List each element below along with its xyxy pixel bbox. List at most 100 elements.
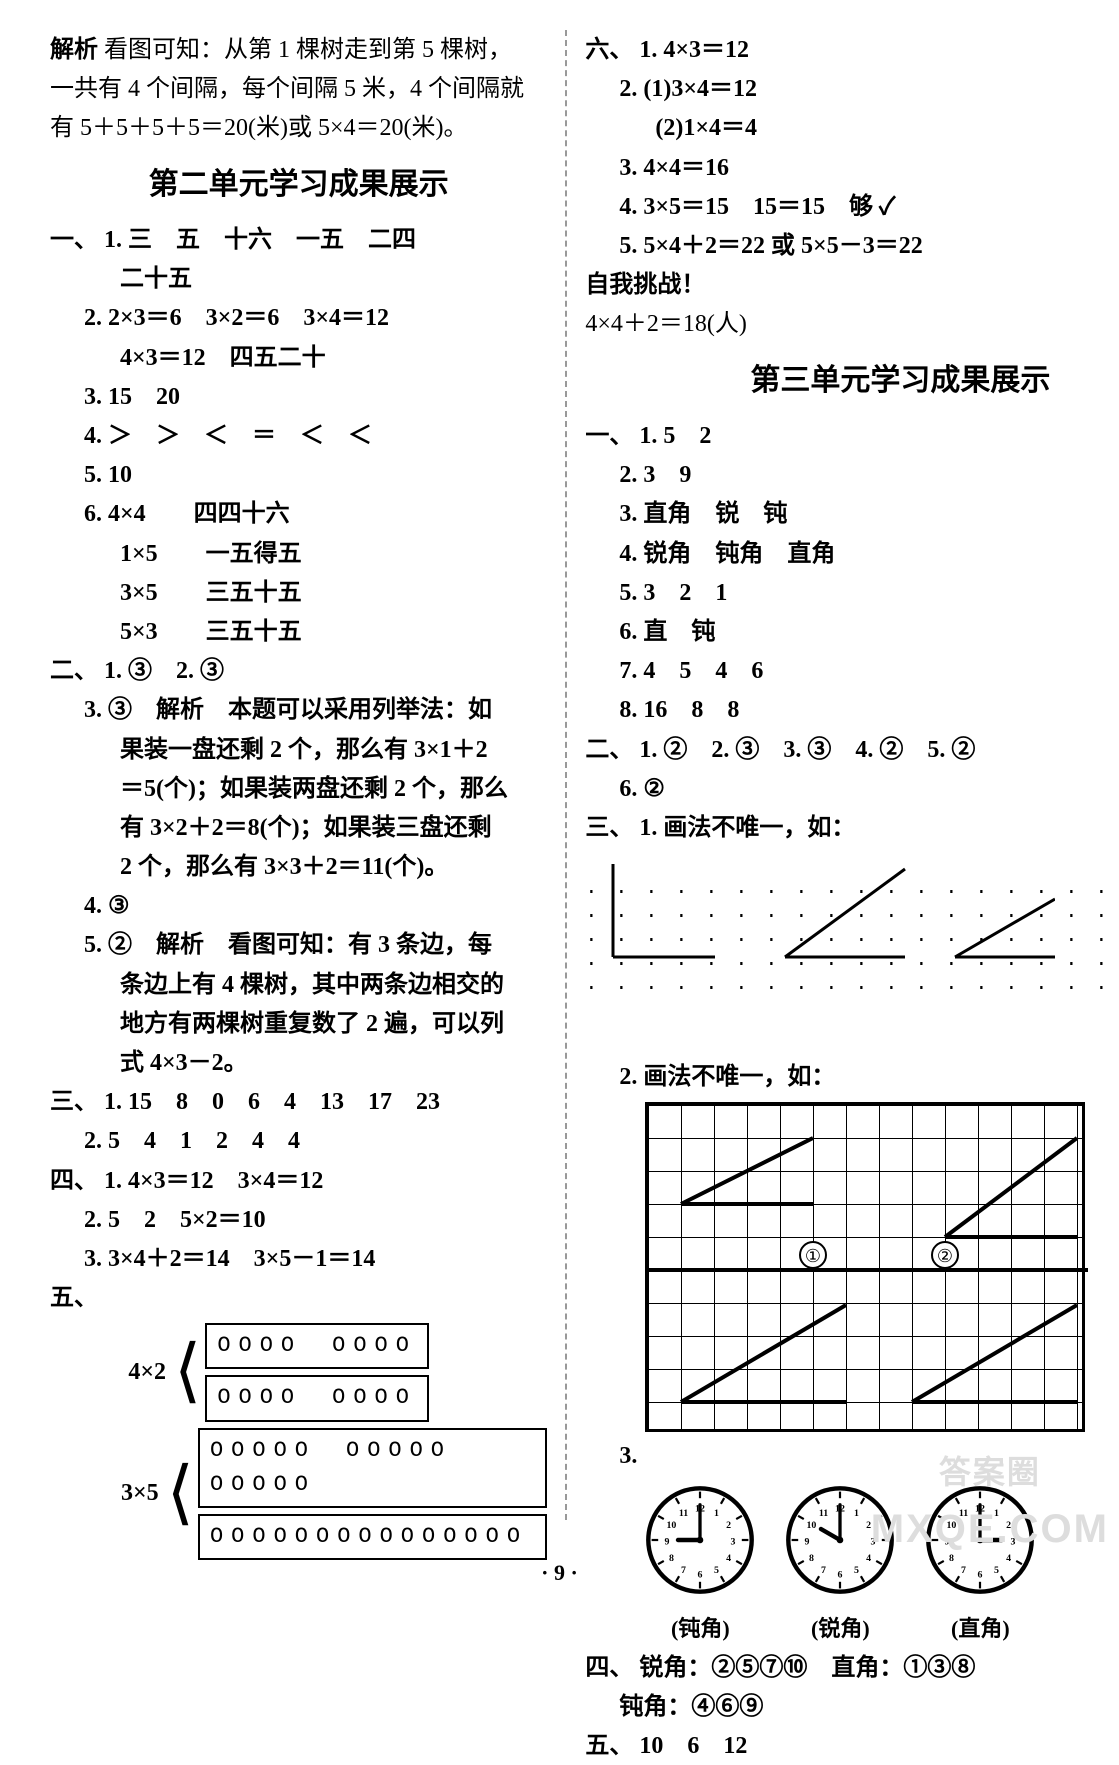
er-q5b: 条边上有 4 棵树，其中两条边相交的 [50, 967, 547, 1004]
r-yi-q7: 7. 4 5 4 6 [585, 653, 1119, 690]
column-divider [565, 30, 567, 1520]
svg-text:1: 1 [714, 1508, 719, 1519]
er-q3d: 有 3×2＋2＝8(个)；如果装三盘还剩 [50, 810, 547, 847]
r-sec-san: 三、 1. 画法不唯一，如： [585, 810, 1119, 847]
clock-1-caption: (钝角) [645, 1612, 755, 1646]
r-er-row2: 6. ② [585, 771, 1119, 808]
svg-text:11: 11 [959, 1508, 968, 1519]
r-san-q1: 1. 画法不唯一，如： [639, 815, 855, 841]
sec-san: 三、 1. 15 8 0 6 4 13 17 23 [50, 1084, 547, 1121]
si-q1: 1. 4×3＝12 3×4＝12 [104, 1168, 323, 1194]
si-q3: 3. 3×4＋2＝14 3×5－1＝14 [50, 1241, 547, 1278]
sec-yi-label: 一、 [50, 227, 98, 253]
sec-liu-label: 六、 [585, 37, 633, 63]
svg-text:3: 3 [731, 1537, 736, 1548]
r-si-row2: 钝角：④⑥⑨ [585, 1689, 1119, 1726]
challenge-label: 自我挑战！ [585, 267, 1119, 304]
liu-q2b: (2)1×4＝4 [585, 110, 1119, 147]
r-yi-q4: 4. 锐角 钝角 直角 [585, 536, 1119, 573]
svg-text:1: 1 [994, 1508, 999, 1519]
unit3-heading: 第三单元学习成果展示 [585, 358, 1119, 405]
brace-icon: ⟨ [167, 1473, 194, 1515]
er-q3e: 2 个，那么有 3×3＋2＝11(个)。 [50, 849, 547, 886]
yi-q2a: 2. 2×3＝6 3×2＝6 3×4＝12 [50, 300, 547, 337]
svg-text:10: 10 [807, 1520, 817, 1531]
yi-q6d: 5×3 三五十五 [50, 614, 547, 651]
unit2-heading: 第二单元学习成果展示 [50, 162, 547, 209]
clock-2-caption: (锐角) [785, 1612, 895, 1646]
si-q2: 2. 5 2 5×2＝10 [50, 1202, 547, 1239]
wu-row2-label: 3×5 [110, 1475, 163, 1512]
r-sec-er-label: 二、 [585, 737, 633, 763]
liu-q2a: 2. (1)3×4＝12 [585, 71, 1119, 108]
yi-q6a: 6. 4×4 四四十六 [50, 496, 547, 533]
r-sec-yi-label: 一、 [585, 423, 633, 449]
liu-q1: 1. 4×3＝12 [639, 37, 749, 63]
svg-text:2: 2 [726, 1520, 731, 1531]
svg-text:9: 9 [945, 1537, 950, 1548]
r-sec-san-label: 三、 [585, 815, 633, 841]
sec-si: 四、 1. 4×3＝12 3×4＝12 [50, 1163, 547, 1200]
wu-box-2b: OOOOOOOOOOOOOOO [198, 1514, 547, 1560]
dot-grid-diagram: ····················· ··················… [585, 849, 1119, 1057]
sec-er: 二、 1. ③ 2. ③ [50, 653, 547, 690]
page-footer: · 9 · [0, 1556, 1119, 1590]
r-er-row1: 1. ② 2. ③ 3. ③ 4. ② 5. ② [639, 737, 975, 763]
yi-q4: 4. ＞ ＞ ＜ ＝ ＜ ＜ [50, 418, 547, 455]
er-q3c: ＝5(个)；如果装两盘还剩 2 个，那么 [50, 771, 547, 808]
sec-san-label: 三、 [50, 1089, 98, 1115]
angle-lines-svg [585, 849, 1055, 969]
r-yi-q3: 3. 直角 锐 钝 [585, 496, 1119, 533]
square-grid-svg: ① ② [648, 1105, 1088, 1435]
liu-q4: 4. 3×5＝15 15＝15 够 ✓ [585, 189, 1119, 226]
clock-3-caption: (直角) [925, 1612, 1035, 1646]
r-sec-er: 二、 1. ② 2. ③ 3. ③ 4. ② 5. ② [585, 732, 1119, 769]
yi-q5: 5. 10 [50, 457, 547, 494]
svg-text:11: 11 [679, 1508, 688, 1519]
r-yi-q1: 1. 5 2 [639, 423, 711, 449]
svg-text:1: 1 [854, 1508, 859, 1519]
analysis-line: 解析 看图可知：从第 1 棵树走到第 5 棵树， [50, 32, 547, 69]
svg-text:10: 10 [947, 1520, 957, 1531]
r-san-q2: 2. 画法不唯一，如： [585, 1059, 1119, 1096]
r-si-row1: 锐角：②⑤⑦⑩ 直角：①③⑧ [639, 1655, 975, 1681]
san-q1: 1. 15 8 0 6 4 13 17 23 [104, 1089, 440, 1115]
brace-icon: ⟨ [174, 1351, 201, 1393]
yi-q6c: 3×5 三五十五 [50, 575, 547, 612]
grid-label-2: ② [937, 1246, 953, 1266]
yi-q1a: 1. 三 五 十六 一五 二四 [104, 227, 416, 253]
sec-liu: 六、 1. 4×3＝12 [585, 32, 1119, 69]
analysis-label: 解析 [50, 37, 98, 63]
analysis-text-2: 一共有 4 个间隔，每个间隔 5 米，4 个间隔就 [50, 71, 547, 108]
er-q3a: 3. ③ 解析 本题可以采用列举法：如 [50, 692, 547, 729]
er-q5d: 式 4×3－2。 [50, 1045, 547, 1082]
svg-text:9: 9 [665, 1537, 670, 1548]
r-yi-q8: 8. 16 8 8 [585, 692, 1119, 729]
svg-text:2: 2 [866, 1520, 871, 1531]
er-q3b: 果装一盘还剩 2 个，那么有 3×1＋2 [50, 732, 547, 769]
yi-q3: 3. 15 20 [50, 379, 547, 416]
right-column: 六、 1. 4×3＝12 2. (1)3×4＝12 (2)1×4＝4 3. 4×… [575, 30, 1119, 1520]
r-yi-q6: 6. 直 钝 [585, 614, 1119, 651]
r-q3-label: 3. [585, 1438, 1119, 1475]
r-sec-wu-label: 五、 [585, 1733, 633, 1759]
analysis-text-3: 有 5＋5＋5＋5＝20(米)或 5×4＝20(米)。 [50, 110, 547, 147]
challenge-text: 4×4＋2＝18(人) [585, 306, 1119, 343]
liu-q3: 3. 4×4＝16 [585, 150, 1119, 187]
svg-text:3: 3 [1011, 1537, 1016, 1548]
svg-text:10: 10 [667, 1520, 677, 1531]
sec-yi: 一、 1. 三 五 十六 一五 二四 [50, 222, 547, 259]
svg-text:9: 9 [805, 1537, 810, 1548]
square-grid-diagram: ① ② [645, 1102, 1085, 1432]
wu-row1-label: 4×2 [110, 1354, 170, 1391]
san-q2: 2. 5 4 1 2 4 4 [50, 1123, 547, 1160]
er-q4: 4. ③ [50, 888, 547, 925]
r-yi-q5: 5. 3 2 1 [585, 575, 1119, 612]
page: 解析 看图可知：从第 1 棵树走到第 5 棵树， 一共有 4 个间隔，每个间隔 … [0, 0, 1119, 1540]
sec-wu-label: 五、 [50, 1280, 547, 1317]
r-yi-q2: 2. 3 9 [585, 457, 1119, 494]
wu-box-2a: OOOOO OOOOO OOOOO [198, 1428, 547, 1508]
r-sec-yi: 一、 1. 5 2 [585, 418, 1119, 455]
yi-q6b: 1×5 一五得五 [50, 536, 547, 573]
svg-text:11: 11 [819, 1508, 828, 1519]
